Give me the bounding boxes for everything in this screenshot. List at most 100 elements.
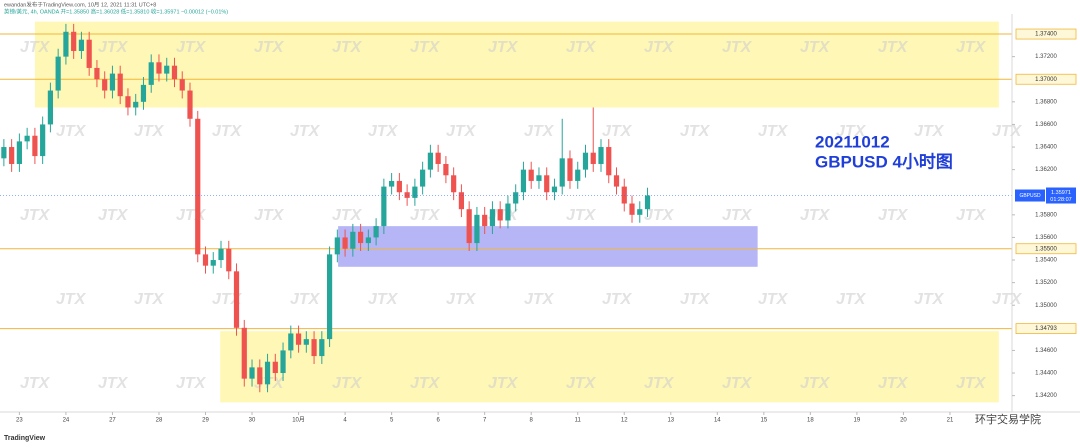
candle-body <box>280 350 286 374</box>
candle-body <box>381 186 387 227</box>
candle-body <box>272 361 278 374</box>
candle-body <box>458 192 465 210</box>
x-tick-label: 20 <box>900 418 907 424</box>
watermark: JTX <box>602 291 633 308</box>
level-label-box <box>1015 323 1077 335</box>
x-tick-label: 24 <box>63 418 70 424</box>
candle-body <box>357 231 364 244</box>
candle-body <box>513 192 519 204</box>
watermark: JTX <box>290 291 321 308</box>
candle-body <box>404 192 410 198</box>
watermark: JTX <box>134 123 165 140</box>
y-tick-label: 1.36200 <box>1035 167 1057 173</box>
watermark: JTX <box>680 123 711 140</box>
watermark: JTX <box>98 39 129 56</box>
y-tick-label: 1.35800 <box>1035 212 1057 218</box>
y-tick-label: 1.34600 <box>1035 348 1057 354</box>
x-tick-label: 14 <box>714 418 721 424</box>
watermark: JTX <box>446 123 477 140</box>
watermark: JTX <box>836 291 867 308</box>
watermark: JTX <box>368 291 399 308</box>
candle-body <box>1 147 7 159</box>
x-tick-label: 13 <box>667 418 674 424</box>
level-label-box <box>1015 243 1077 255</box>
x-tick-label: 12 <box>621 418 628 424</box>
x-tick-label: 28 <box>156 418 163 424</box>
candle-body <box>637 209 643 215</box>
candle-body <box>551 186 558 193</box>
candle-body <box>164 65 170 74</box>
candle-body <box>365 237 371 244</box>
candle-body <box>257 367 263 385</box>
candle-body <box>373 226 379 238</box>
level-label: 1.35500 <box>1035 246 1057 252</box>
candle-body <box>241 327 247 379</box>
candle-body <box>109 73 116 91</box>
y-tick-label: 1.35200 <box>1035 280 1057 286</box>
header-line: ewandan发布于TradingView.com, 10月 12, 2021 … <box>4 0 156 8</box>
x-tick-label: 18 <box>807 418 814 424</box>
level-label: 1.37000 <box>1035 77 1057 83</box>
zones <box>34 21 999 403</box>
candle-body <box>396 180 402 193</box>
watermark: JTX <box>758 123 789 140</box>
candle-body <box>102 79 108 91</box>
candle-body <box>311 339 317 357</box>
candle-body <box>148 62 154 85</box>
candle-body <box>171 65 178 80</box>
candle-body <box>342 237 348 249</box>
header-line: 英镑/美元, 4h, OANDA 开=1.35850 高=1.36028 低=1… <box>4 7 228 15</box>
candle-body <box>466 209 472 244</box>
watermark: JTX <box>878 207 909 224</box>
y-tick-label: 1.35000 <box>1035 303 1057 309</box>
candle-body <box>497 209 503 221</box>
candle-body <box>598 147 604 164</box>
last-price-value: 1.35971 <box>1051 190 1071 196</box>
candle-body <box>156 62 162 74</box>
candle-body <box>47 90 54 125</box>
candle-body <box>482 214 488 227</box>
watermark: JTX <box>524 123 555 140</box>
candle-body <box>179 79 185 91</box>
plot <box>0 23 1012 393</box>
watermark: JTX <box>680 291 711 308</box>
zone <box>220 331 999 403</box>
x-tick-label: 29 <box>202 418 209 424</box>
watermark: JTX <box>758 291 789 308</box>
candle-body <box>575 169 581 181</box>
watermark: JTX <box>176 39 207 56</box>
candle-body <box>350 231 356 249</box>
y-tick-label: 1.34200 <box>1035 393 1057 399</box>
y-tick-label: 1.35400 <box>1035 258 1057 264</box>
candle-body <box>505 203 511 221</box>
x-tick-label: 4 <box>343 418 347 424</box>
candle-body <box>435 152 441 164</box>
candle-body <box>334 237 340 255</box>
level-label-box <box>1015 73 1077 85</box>
watermark: JTX <box>98 207 129 224</box>
watermark: JTX <box>602 123 633 140</box>
y-tick-label: 1.36600 <box>1035 122 1057 128</box>
watermark: JTX <box>488 39 519 56</box>
candle-body <box>582 152 589 170</box>
watermark: JTX <box>722 375 753 392</box>
zone <box>34 21 999 108</box>
watermark: JTX <box>20 39 51 56</box>
watermark: JTX <box>410 207 441 224</box>
candle-body <box>536 175 542 181</box>
y-tick-label: 1.37200 <box>1035 54 1057 60</box>
watermark: JTX <box>410 39 441 56</box>
candle-body <box>133 101 139 108</box>
candle-body <box>63 31 69 57</box>
watermark: JTX <box>644 375 675 392</box>
candle-body <box>187 90 193 119</box>
candle-body <box>9 147 15 164</box>
watermark: JTX <box>368 123 399 140</box>
last-price-box <box>1015 189 1045 202</box>
candle-body <box>427 152 433 170</box>
credit: 环宇交易学院 <box>975 412 1041 426</box>
candle-body <box>140 84 147 102</box>
watermark: JTX <box>800 39 831 56</box>
candle-body <box>32 135 38 157</box>
watermark: JTX <box>566 207 597 224</box>
